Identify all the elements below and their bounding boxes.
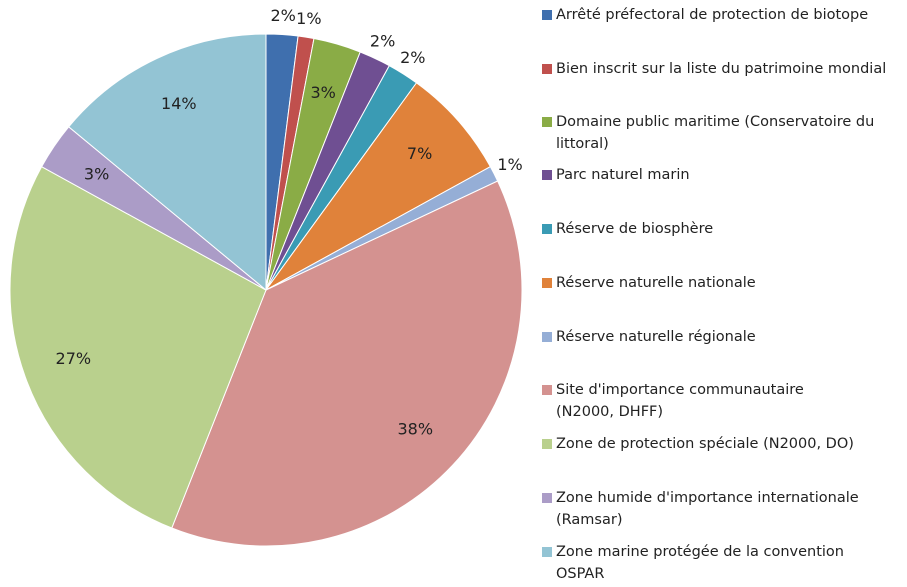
data-label: 3% [310,83,335,102]
legend-swatch [542,439,552,449]
data-label: 38% [398,420,434,439]
legend-label: Arrêté préfectoral de protection de biot… [556,7,869,23]
data-label: 1% [497,155,522,174]
data-label: 27% [56,349,92,368]
data-label: 14% [161,94,197,113]
legend: Arrêté préfectoral de protection de biot… [540,0,907,587]
legend-item: Réserve naturelle régionale [540,326,756,348]
legend-item: Site d'importance communautaire (N2000, … [540,379,804,423]
legend-swatch [542,332,552,342]
legend-label: Parc naturel marin [556,167,690,183]
legend-item: Réserve naturelle nationale [540,272,756,294]
data-label: 2% [370,32,395,51]
pie-area: 2% 1%3%2%2%7%1%38%27%3%14% [9,6,523,547]
data-label: 2% [271,6,296,25]
legend-swatch [542,547,552,557]
legend-swatch [542,64,552,74]
legend-item: Réserve de biosphère [540,218,713,240]
legend-label: Réserve naturelle nationale [556,275,756,291]
legend-swatch [542,117,552,127]
legend-label: Réserve naturelle régionale [556,329,756,345]
legend-label: Bien inscrit sur la liste du patrimoine … [556,61,887,77]
legend-label: Domaine public maritime (Conservatoire d… [556,114,875,152]
legend-label: Zone de protection spéciale (N2000, DO) [556,436,854,452]
data-label: 7% [407,144,432,163]
legend-item: Parc naturel marin [540,164,690,186]
legend-label: Site d'importance communautaire (N2000, … [556,382,804,420]
legend-swatch [542,10,552,20]
data-label: 1% [296,9,321,28]
pie-slice [171,180,523,547]
legend-item: Zone de protection spéciale (N2000, DO) [540,433,854,455]
legend-label: Zone humide d'importance internationale … [556,490,859,528]
legend-item: Domaine public maritime (Conservatoire d… [540,111,874,155]
pie-slice [68,33,267,292]
legend-label: Réserve de biosphère [556,221,714,237]
legend-item: Bien inscrit sur la liste du patrimoine … [540,58,886,80]
pie-slice [9,165,267,529]
data-label: 3% [84,164,109,183]
legend-swatch [542,278,552,288]
legend-swatch [542,170,552,180]
legend-item: Zone humide d'importance internationale … [540,487,859,531]
pie-slice [265,82,492,291]
data-label: 2% [400,48,425,67]
legend-swatch [542,224,552,234]
legend-swatch [542,385,552,395]
legend-item: Arrêté préfectoral de protection de biot… [540,4,868,26]
legend-swatch [542,493,552,503]
legend-label: Zone marine protégée de la convention OS… [556,544,844,582]
legend-item: Zone marine protégée de la convention OS… [540,541,844,585]
